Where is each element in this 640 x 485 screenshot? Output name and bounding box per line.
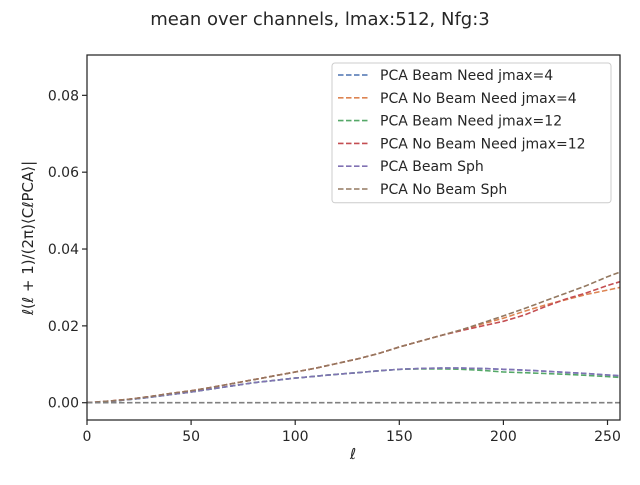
- y-tick-label: 0.04: [48, 242, 79, 258]
- x-tick-label: 250: [594, 429, 621, 445]
- legend-label: PCA Beam Need jmax=4: [380, 68, 553, 84]
- x-tick-label: 0: [83, 429, 92, 445]
- y-tick-label: 0.06: [48, 165, 79, 181]
- x-axis: 0 50 100 150 200 250: [83, 420, 621, 445]
- x-tick-label: 200: [490, 429, 517, 445]
- y-axis-label: ℓ(ℓ + 1)/(2π)⟨CℓPCA⟩|: [19, 161, 37, 316]
- legend: PCA Beam Need jmax=4 PCA No Beam Need jma…: [331, 62, 612, 204]
- legend-label: PCA Beam Sph: [380, 159, 484, 175]
- legend-label: PCA Beam Need jmax=12: [380, 114, 562, 130]
- x-axis-label: ℓ: [349, 445, 356, 463]
- y-tick-label: 0.08: [48, 88, 79, 104]
- plot-frame: [86, 54, 621, 421]
- series-line-5: [86, 367, 621, 404]
- y-tick-label: 0.00: [48, 396, 79, 412]
- legend-box: [331, 62, 612, 204]
- legend-label: PCA No Beam Need jmax=12: [380, 136, 586, 152]
- series-line-6: [86, 271, 621, 404]
- legend-label: PCA No Beam Sph: [380, 182, 507, 198]
- series-layer: [86, 271, 621, 404]
- x-tick-label: 150: [386, 429, 413, 445]
- legend-label: PCA No Beam Need jmax=4: [380, 91, 577, 107]
- chart-title: mean over channels, lmax:512, Nfg:3: [150, 9, 490, 30]
- x-tick-label: 100: [282, 429, 309, 445]
- x-tick-label: 50: [182, 429, 200, 445]
- y-tick-label: 0.02: [48, 319, 79, 335]
- y-axis: 0.00 0.02 0.04 0.06 0.08: [48, 88, 87, 412]
